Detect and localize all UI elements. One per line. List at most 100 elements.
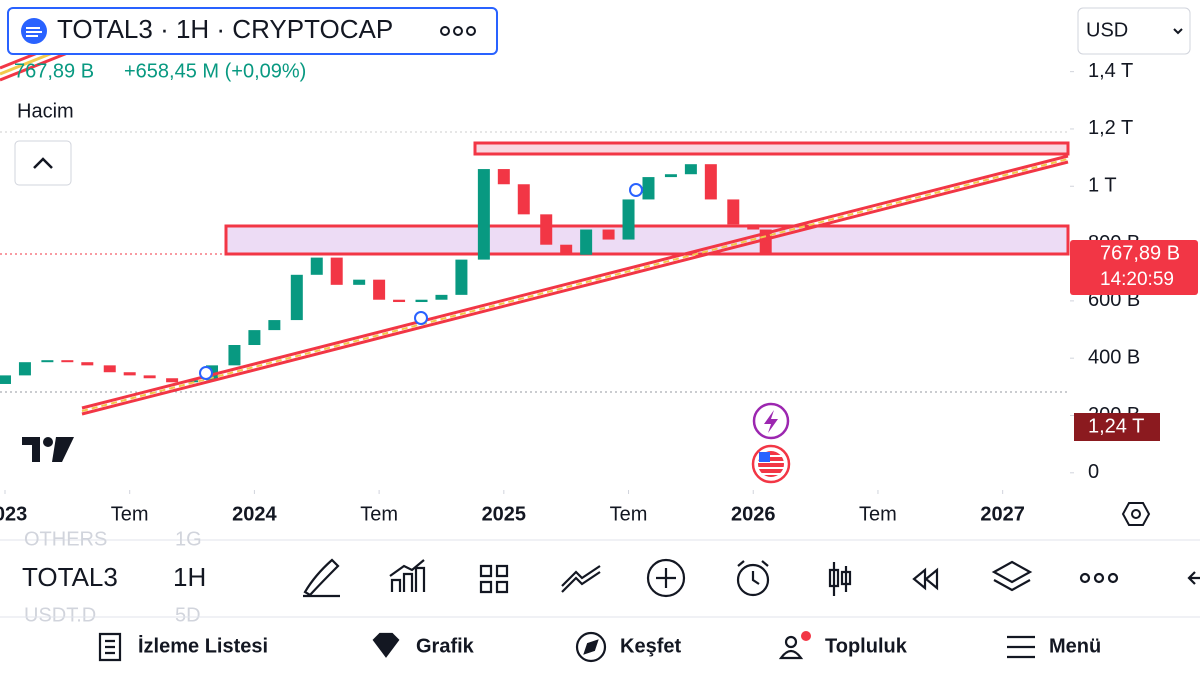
candle xyxy=(517,184,530,215)
candle xyxy=(560,244,573,255)
next-symbol: USDT.D xyxy=(24,604,96,626)
zone xyxy=(224,224,1070,256)
trend-line xyxy=(81,154,1069,416)
indicator-icon[interactable] xyxy=(389,559,426,592)
flag-stripes xyxy=(758,455,784,475)
volume-badge xyxy=(1074,413,1160,441)
candle xyxy=(684,164,697,175)
x-tick-label: 2025 xyxy=(482,503,527,525)
candle xyxy=(455,259,468,295)
alert-icon[interactable] xyxy=(736,563,770,597)
chevron xyxy=(1173,28,1183,35)
toolbar-symbol[interactable]: TOTAL3 xyxy=(22,562,118,592)
candle xyxy=(228,345,241,366)
candle xyxy=(540,214,553,245)
nav-chart[interactable]: Grafik xyxy=(416,635,475,657)
candle xyxy=(415,299,428,303)
candle xyxy=(103,365,116,373)
candle xyxy=(81,362,94,366)
candle xyxy=(435,294,448,300)
candle xyxy=(353,279,366,285)
chart-type-icon[interactable] xyxy=(828,562,852,596)
candles xyxy=(0,164,772,384)
candle xyxy=(602,229,615,240)
candle xyxy=(41,360,54,363)
nav-community[interactable]: Topluluk xyxy=(825,635,908,657)
candle xyxy=(123,372,136,376)
candle xyxy=(310,257,323,275)
candle xyxy=(747,224,760,230)
zone xyxy=(473,141,1070,156)
y-tick-label: 400 B xyxy=(1088,346,1140,368)
x-tick-label: Tem xyxy=(610,503,648,525)
candle xyxy=(477,169,490,260)
currency: USD xyxy=(1086,19,1128,41)
candle xyxy=(290,274,303,321)
candle xyxy=(0,375,11,384)
y-tick-label: 0 xyxy=(1088,461,1099,483)
flag-canton xyxy=(759,452,770,462)
x-tick-label: 2027 xyxy=(980,503,1025,525)
countdown: 14:20:59 xyxy=(1100,269,1174,290)
settings-icon[interactable] xyxy=(1121,502,1151,526)
x-tick-label: Tem xyxy=(360,503,398,525)
candle xyxy=(330,257,343,285)
nav-menu[interactable]: Menü xyxy=(1049,635,1101,657)
layers-icon[interactable] xyxy=(991,560,1033,592)
logo xyxy=(22,437,74,462)
notification-dot xyxy=(801,631,811,641)
candle xyxy=(497,169,510,185)
candle xyxy=(704,164,717,200)
toolbar-interval[interactable]: 1H xyxy=(173,562,206,592)
more-icon[interactable] xyxy=(440,26,476,36)
toolbar-icons xyxy=(303,558,1200,598)
candle xyxy=(642,177,655,200)
volume-badge-text: 1,24 T xyxy=(1088,415,1144,437)
nav-explore[interactable]: Keşfet xyxy=(620,635,681,657)
price-badge-text: 767,89 B xyxy=(1100,242,1180,264)
candle xyxy=(268,320,281,331)
prev-interval: 1G xyxy=(175,528,202,550)
bolt xyxy=(764,410,778,433)
candle xyxy=(664,174,677,178)
plot xyxy=(0,38,1070,393)
candle xyxy=(143,375,156,379)
collapse-button[interactable] xyxy=(14,140,72,186)
y-tick-label: 1 T xyxy=(1088,175,1117,197)
next-interval: 5D xyxy=(175,604,201,626)
volume-label: Hacim xyxy=(17,100,74,122)
change: +658,45 M (+0,09%) xyxy=(124,60,306,82)
x-tick-label: 2026 xyxy=(731,503,776,525)
candle xyxy=(18,362,31,376)
replay-icon[interactable] xyxy=(912,567,939,591)
y-tick-label: 1,4 T xyxy=(1088,60,1133,82)
draw-icon[interactable] xyxy=(303,558,340,598)
candle xyxy=(373,279,386,300)
candle xyxy=(166,378,179,383)
prev-symbol: OTHERS xyxy=(24,528,107,550)
price: 767,89 B xyxy=(14,60,94,82)
symbol-title: TOTAL3 · 1H · CRYPTOCAP xyxy=(57,14,393,44)
y-tick-label: 1,2 T xyxy=(1088,117,1133,139)
currency-select[interactable] xyxy=(1077,7,1191,55)
nav-icons xyxy=(98,631,1035,663)
x-tick-label: 2024 xyxy=(232,503,277,525)
logo-lines xyxy=(26,27,42,37)
markers xyxy=(199,183,643,380)
nav-watchlist[interactable]: İzleme Listesi xyxy=(138,634,268,657)
candle xyxy=(580,229,593,255)
x-tick-label: Tem xyxy=(859,503,897,525)
add-icon[interactable] xyxy=(646,558,686,598)
candle xyxy=(622,199,635,240)
compare-icon[interactable] xyxy=(561,565,601,593)
x-tick-label: Tem xyxy=(111,503,149,525)
candle xyxy=(727,199,740,225)
candle xyxy=(248,330,261,346)
candle xyxy=(61,360,74,363)
symbol-box[interactable] xyxy=(7,7,498,55)
chevron xyxy=(33,157,53,169)
layout-icon[interactable] xyxy=(479,564,509,594)
